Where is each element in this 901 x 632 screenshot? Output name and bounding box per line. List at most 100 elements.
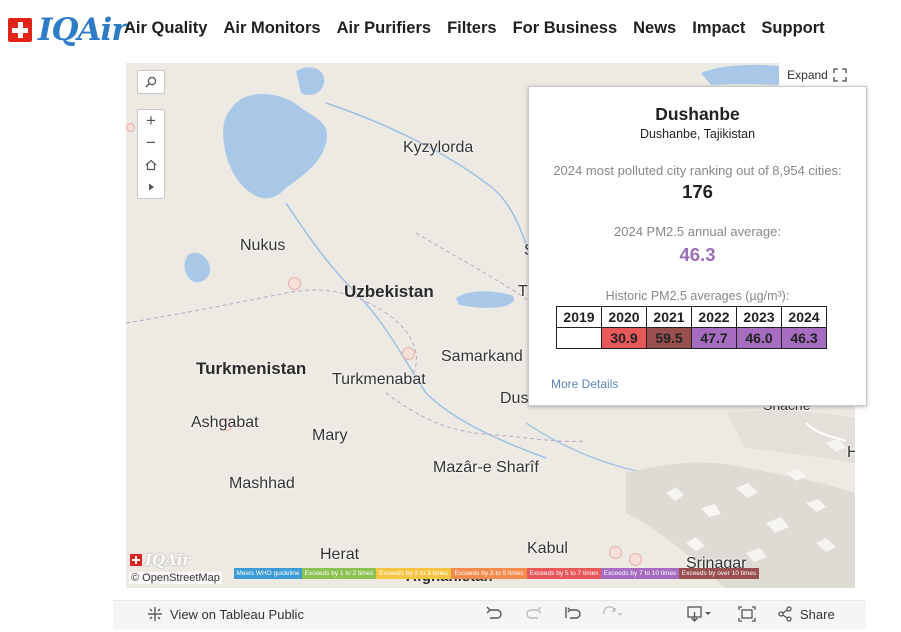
map-search-control[interactable] (137, 70, 165, 94)
top-navigation-bar: IQAir Air Quality Air Monitors Air Purif… (0, 0, 901, 58)
aral-sea (223, 93, 327, 199)
label-turkmenabat: Turkmenabat (332, 371, 426, 388)
popup-history-label: Historic PM2.5 averages (µg/m³): (605, 289, 790, 303)
legend-item: Exceeds by 7 to 10 times (601, 568, 679, 579)
share-button[interactable]: Share (777, 606, 835, 622)
year-cell: 2019 (556, 306, 602, 328)
label-mashhad: Mashhad (229, 475, 295, 492)
nav-impact[interactable]: Impact (692, 19, 746, 37)
undo-icon[interactable] (485, 606, 503, 622)
city-marker[interactable] (220, 418, 233, 431)
more-details-link[interactable]: More Details (551, 377, 619, 391)
tableau-icon (148, 607, 162, 621)
country-border-1 (126, 289, 417, 384)
nav-support[interactable]: Support (761, 19, 825, 37)
share-icon (778, 606, 792, 622)
country-border-2 (385, 392, 587, 442)
expand-button[interactable]: Expand (779, 63, 855, 87)
legend-item: Exceeds by 3 to 5 times (451, 568, 527, 579)
popup-avg-value: 46.3 (679, 244, 716, 265)
label-mazar-e-sharif: Mazâr-e Sharîf (433, 459, 539, 476)
label-herat: Herat (320, 546, 360, 563)
city-marker[interactable] (288, 277, 301, 290)
value-cell: 59.5 (646, 327, 692, 349)
home-icon[interactable] (138, 154, 164, 176)
nav-news[interactable]: News (633, 19, 677, 37)
year-cell: 2020 (601, 306, 647, 328)
syr-darya-river (325, 102, 537, 279)
history-years-row: 2019 2020 2021 2022 2023 2024 (556, 306, 827, 328)
swiss-flag-icon (130, 554, 142, 566)
main-nav: Air Quality Air Monitors Air Purifiers F… (124, 19, 841, 38)
popup-rank-label: 2024 most polluted city ranking out of 8… (553, 163, 842, 178)
city-marker[interactable] (629, 553, 642, 566)
city-marker[interactable] (402, 347, 415, 360)
expand-icon (833, 68, 847, 82)
sarygamysh-lake (184, 252, 211, 283)
mountain-area-2 (726, 410, 855, 463)
snow-patches (666, 439, 846, 562)
label-uzbekistan: Uzbekistan (344, 282, 434, 301)
aral-sea-north (296, 67, 325, 95)
osm-attribution[interactable]: © OpenStreetMap (129, 572, 222, 584)
value-cell (556, 327, 602, 349)
city-marker[interactable] (609, 546, 622, 559)
zoom-in-icon[interactable]: + (146, 111, 156, 130)
play-arrow-icon[interactable] (138, 176, 164, 198)
legend-item: Exceeds by 1 to 2 times (302, 568, 376, 579)
iqair-watermark: IQAir (130, 551, 190, 569)
city-marker[interactable] (126, 123, 135, 132)
map-zoom-controls: + − (137, 109, 165, 199)
view-on-tableau-label: View on Tableau Public (170, 606, 304, 622)
popup-city-subtitle: Dushanbe, Tajikistan (639, 127, 756, 141)
year-cell: 2023 (736, 306, 782, 328)
popup-city-name: Dushanbe (655, 104, 740, 124)
redo-icon[interactable] (525, 606, 543, 622)
value-cell: 46.0 (736, 327, 782, 349)
swiss-flag-icon (8, 18, 32, 42)
nav-for-business[interactable]: For Business (512, 19, 618, 37)
legend-item: Exceeds by 5 to 7 times (527, 568, 601, 579)
road (805, 422, 847, 442)
amu-darya-river (285, 202, 547, 459)
label-partial-t: T (518, 283, 528, 300)
label-samarkand: Samarkand (441, 348, 523, 365)
year-cell: 2022 (691, 306, 737, 328)
nav-air-quality[interactable]: Air Quality (124, 19, 208, 37)
value-cell: 30.9 (601, 327, 647, 349)
refresh-icon[interactable] (601, 606, 623, 622)
label-srinagar: Srinagar (686, 555, 747, 572)
nav-air-purifiers[interactable]: Air Purifiers (336, 19, 432, 37)
label-mary: Mary (312, 427, 348, 444)
search-icon[interactable] (138, 71, 164, 93)
label-turkmenistan: Turkmenistan (196, 359, 307, 378)
label-kyzylorda: Kyzylorda (403, 139, 474, 156)
popup-rank-value: 176 (682, 181, 713, 202)
city-tooltip: Dushanbe Dushanbe, Tajikistan 2024 most … (528, 86, 867, 406)
history-values-row: 30.9 59.5 47.7 46.0 46.3 (556, 327, 827, 349)
label-nukus: Nukus (240, 237, 286, 254)
fullscreen-icon[interactable] (738, 606, 756, 622)
share-label: Share (800, 606, 835, 622)
history-table: 2019 2020 2021 2022 2023 2024 30.9 59.5 … (556, 306, 827, 349)
label-partial-h: H (847, 444, 855, 461)
year-cell: 2024 (781, 306, 827, 328)
legend-item: Meets WHO guideline (234, 568, 302, 579)
revert-icon[interactable] (564, 606, 582, 622)
label-dushanbe-partial: Dus (500, 390, 529, 407)
zoom-out-icon[interactable]: − (146, 133, 156, 152)
nav-filters[interactable]: Filters (447, 19, 497, 37)
view-on-tableau-button[interactable]: View on Tableau Public (147, 606, 304, 622)
download-icon[interactable] (687, 606, 713, 622)
tableau-toolbar: View on Tableau Public Share (113, 600, 866, 629)
aydar-lake (456, 291, 515, 308)
label-ashgabat: Ashgabat (191, 414, 259, 431)
river-3 (525, 422, 647, 474)
watermark-text: IQAir (145, 551, 191, 569)
iqair-logo[interactable]: IQAir (8, 12, 128, 48)
logo-text: IQAir (38, 12, 128, 48)
legend-item: Exceeds by 2 to 3 times (376, 568, 451, 579)
nav-air-monitors[interactable]: Air Monitors (223, 19, 321, 37)
value-cell: 46.3 (781, 327, 827, 349)
mountain-area-1 (626, 462, 855, 588)
